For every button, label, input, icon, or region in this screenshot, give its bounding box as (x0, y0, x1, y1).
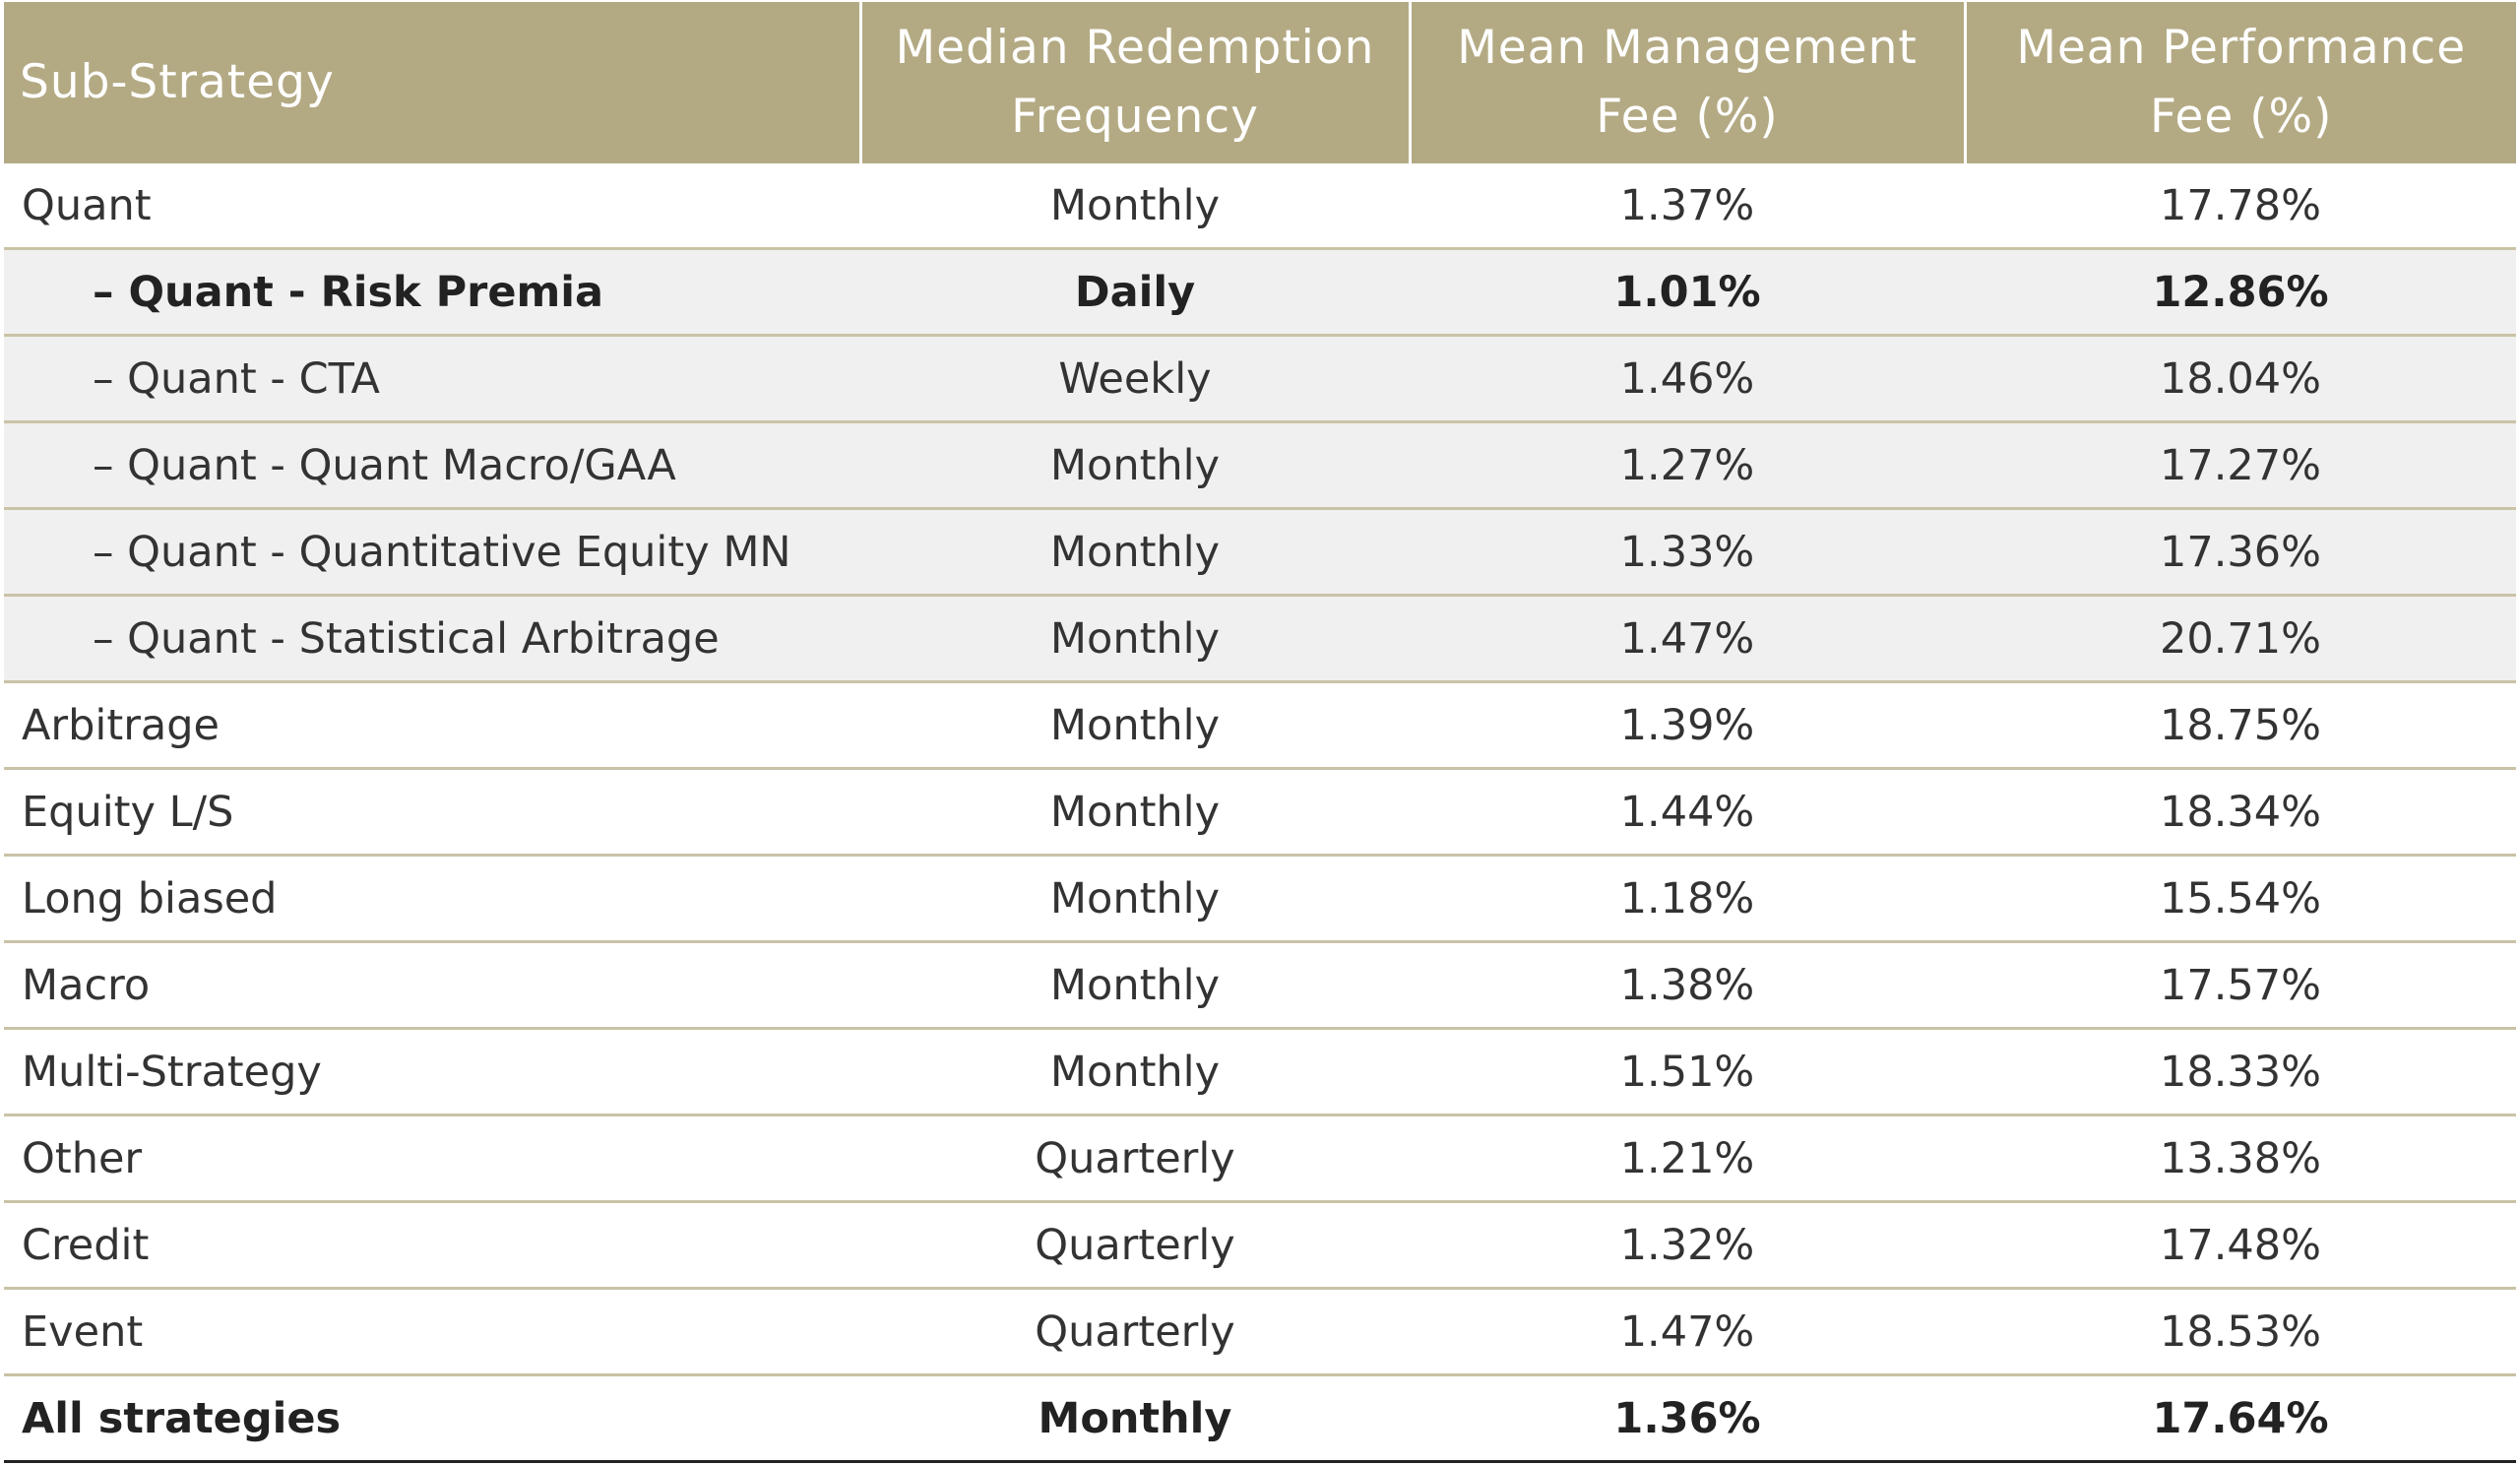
table-row: Equity L/S Monthly 1.44% 18.34% (4, 768, 2516, 857)
header-line: Mean Performance (2016, 21, 2467, 75)
cell-management-fee: 1.44% (1410, 768, 1965, 857)
cell-sub-strategy: – Quant - Quantitative Equity MN (4, 508, 860, 597)
cell-performance-fee: 18.75% (1965, 681, 2516, 770)
cell-management-fee: 1.36% (1410, 1373, 1965, 1463)
table-row: – Quant - CTA Weekly 1.46% 18.04% (4, 335, 2516, 423)
cell-management-fee: 1.46% (1410, 335, 1965, 423)
cell-redemption-frequency: Monthly (860, 508, 1410, 597)
header-line: Frequency (1011, 90, 1259, 144)
table-header: Sub-Strategy Median Redemption Frequency… (4, 2, 2516, 163)
cell-performance-fee: 17.27% (1965, 421, 2516, 510)
cell-management-fee: 1.39% (1410, 681, 1965, 770)
cell-management-fee: 1.27% (1410, 421, 1965, 510)
cell-management-fee: 1.37% (1410, 163, 1965, 250)
cell-performance-fee: 18.34% (1965, 768, 2516, 857)
strategy-fee-table-container: Sub-Strategy Median Redemption Frequency… (4, 2, 2516, 1463)
cell-performance-fee: 18.04% (1965, 335, 2516, 423)
cell-sub-strategy: Credit (4, 1201, 860, 1290)
cell-redemption-frequency: Monthly (860, 595, 1410, 683)
cell-sub-strategy: Multi-Strategy (4, 1028, 860, 1116)
cell-management-fee: 1.21% (1410, 1115, 1965, 1203)
cell-redemption-frequency: Quarterly (860, 1288, 1410, 1376)
cell-performance-fee: 12.86% (1965, 248, 2516, 337)
cell-performance-fee: 18.33% (1965, 1028, 2516, 1116)
cell-redemption-frequency: Monthly (860, 681, 1410, 770)
cell-redemption-frequency: Daily (860, 248, 1410, 337)
header-mean-performance-fee: Mean Performance Fee (%) (1965, 2, 2516, 163)
cell-sub-strategy: Macro (4, 941, 860, 1030)
cell-management-fee: 1.38% (1410, 941, 1965, 1030)
cell-sub-strategy: Long biased (4, 855, 860, 943)
cell-management-fee: 1.18% (1410, 855, 1965, 943)
cell-redemption-frequency: Monthly (860, 855, 1410, 943)
cell-redemption-frequency: Monthly (860, 163, 1410, 250)
table-row: – Quant - Statistical Arbitrage Monthly 1.… (4, 595, 2516, 683)
total-row: All strategies Monthly 1.36% 17.64% (4, 1373, 2516, 1463)
cell-management-fee: 1.51% (1410, 1028, 1965, 1116)
cell-redemption-frequency: Monthly (860, 421, 1410, 510)
cell-sub-strategy: – Quant - Risk Premia (4, 248, 860, 337)
cell-redemption-frequency: Quarterly (860, 1115, 1410, 1203)
cell-redemption-frequency: Monthly (860, 1373, 1410, 1463)
cell-sub-strategy: – Quant - Statistical Arbitrage (4, 595, 860, 683)
header-row: Sub-Strategy Median Redemption Frequency… (4, 2, 2516, 163)
header-line: Mean Management (1457, 21, 1918, 75)
header-line: Fee (%) (2149, 90, 2333, 144)
cell-redemption-frequency: Monthly (860, 1028, 1410, 1116)
table-row: – Quant - Quantitative Equity MN Monthly 1… (4, 508, 2516, 597)
header-sub-strategy: Sub-Strategy (4, 2, 862, 163)
table-body: Quant Monthly 1.37% 17.78% – Quant - Risk Pr… (4, 163, 2516, 1463)
strategy-fee-table: Sub-Strategy Median Redemption Frequency… (4, 2, 2516, 1463)
cell-management-fee: 1.01% (1410, 248, 1965, 337)
header-line: Fee (%) (1596, 90, 1779, 144)
table-row: Event Quarterly 1.47% 18.53% (4, 1288, 2516, 1376)
table-row: Long biased Monthly 1.18% 15.54% (4, 855, 2516, 943)
cell-management-fee: 1.33% (1410, 508, 1965, 597)
header-line: Sub-Strategy (20, 55, 335, 109)
table-row: Quant Monthly 1.37% 17.78% (4, 163, 2516, 250)
table-row: Credit Quarterly 1.32% 17.48% (4, 1201, 2516, 1290)
cell-performance-fee: 15.54% (1965, 855, 2516, 943)
cell-sub-strategy: Quant (4, 163, 860, 250)
cell-performance-fee: 17.64% (1965, 1373, 2516, 1463)
cell-sub-strategy: All strategies (4, 1373, 860, 1463)
cell-sub-strategy: – Quant - Quant Macro/GAA (4, 421, 860, 510)
table-row: Multi-Strategy Monthly 1.51% 18.33% (4, 1028, 2516, 1116)
cell-redemption-frequency: Monthly (860, 768, 1410, 857)
table-row: Macro Monthly 1.38% 17.57% (4, 941, 2516, 1030)
header-line: Median Redemption (895, 21, 1375, 75)
table-row: – Quant - Risk Premia Daily 1.01% 12.86% (4, 248, 2516, 337)
cell-performance-fee: 20.71% (1965, 595, 2516, 683)
cell-performance-fee: 17.36% (1965, 508, 2516, 597)
cell-performance-fee: 17.57% (1965, 941, 2516, 1030)
cell-management-fee: 1.47% (1410, 1288, 1965, 1376)
cell-sub-strategy: Equity L/S (4, 768, 860, 857)
cell-sub-strategy: Event (4, 1288, 860, 1376)
table-row: Arbitrage Monthly 1.39% 18.75% (4, 681, 2516, 770)
cell-sub-strategy: – Quant - CTA (4, 335, 860, 423)
table-row: Other Quarterly 1.21% 13.38% (4, 1115, 2516, 1203)
header-median-redemption-frequency: Median Redemption Frequency (860, 2, 1412, 163)
cell-management-fee: 1.32% (1410, 1201, 1965, 1290)
cell-management-fee: 1.47% (1410, 595, 1965, 683)
header-mean-management-fee: Mean Management Fee (%) (1410, 2, 1967, 163)
cell-sub-strategy: Other (4, 1115, 860, 1203)
cell-redemption-frequency: Weekly (860, 335, 1410, 423)
cell-sub-strategy: Arbitrage (4, 681, 860, 770)
cell-redemption-frequency: Monthly (860, 941, 1410, 1030)
cell-performance-fee: 13.38% (1965, 1115, 2516, 1203)
cell-performance-fee: 17.48% (1965, 1201, 2516, 1290)
cell-performance-fee: 17.78% (1965, 163, 2516, 250)
table-row: – Quant - Quant Macro/GAA Monthly 1.27% 17.… (4, 421, 2516, 510)
cell-performance-fee: 18.53% (1965, 1288, 2516, 1376)
cell-redemption-frequency: Quarterly (860, 1201, 1410, 1290)
